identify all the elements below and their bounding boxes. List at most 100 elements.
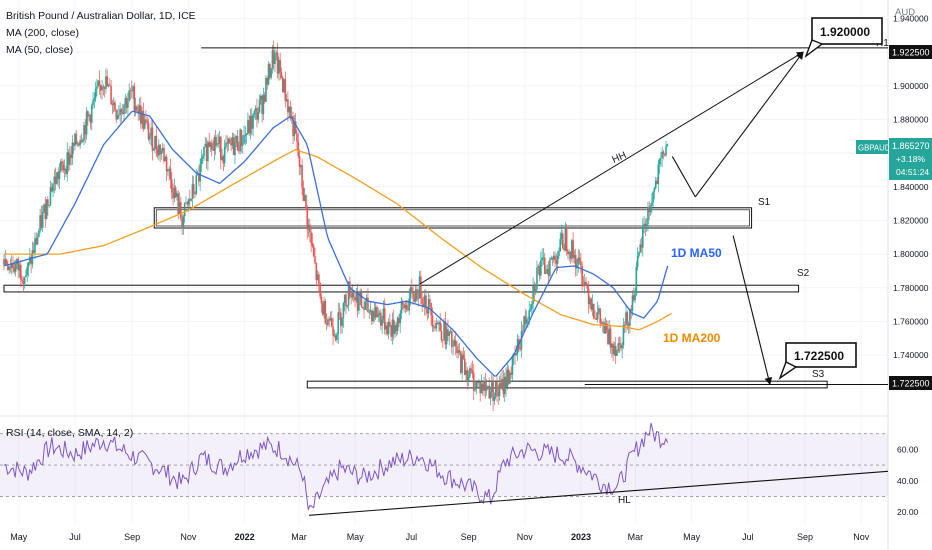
price-tick-label: 1.820000 [893,215,929,225]
candle-body [265,77,267,102]
candle-body [529,308,532,311]
candle-body [158,144,160,156]
candle-body [533,285,536,293]
candle-body [159,144,161,155]
candle-body [629,309,631,326]
candle-body [76,143,79,145]
candle-body [621,345,623,349]
candle-body [194,193,196,195]
candle-body [40,215,43,228]
candle-body [352,293,355,298]
badge-change: +3.18% [896,154,926,164]
price-axis[interactable]: 1.9400001.9200001.9000001.8800001.860000… [893,13,929,517]
candle-body [485,388,488,391]
candle-body [109,84,111,87]
candle-body [115,110,118,120]
candle-body [294,121,297,134]
candle-body [665,146,667,156]
candle-body [478,381,480,383]
candle-body [469,368,471,377]
candle-body [49,187,52,205]
candle-body [300,165,302,168]
candle-body [266,77,269,85]
support-zones [3,207,828,389]
candle-body [84,125,87,135]
legend-ma200[interactable]: MA (200, close) [6,27,79,39]
hh-label: HH [610,150,628,166]
candle-body [124,98,127,105]
candle-body [103,87,106,89]
candle-body [208,141,210,147]
candle-body [267,63,270,85]
candle-body [213,137,216,151]
candle-body [58,170,61,180]
time-tick-label: May [683,532,701,542]
candle-body [405,305,408,310]
target-top-text: 1.920000 [820,25,870,39]
candle-body [361,306,364,309]
candle-body [101,86,103,91]
candle-body [146,120,149,123]
candle-body [250,115,253,129]
ma50-label: 1D MA50 [671,246,722,260]
candle-body [8,266,10,270]
rsi-pane [0,422,888,512]
candle-body [639,244,642,252]
candle-body [666,144,669,147]
candle-body [274,54,276,64]
candle-body [607,330,609,344]
candle-body [343,294,346,303]
candle-body [466,370,469,382]
candle-body [507,369,510,384]
hl-trendline [309,470,889,516]
legend-ma50[interactable]: MA (50, close) [6,44,73,56]
legend-title[interactable]: British Pound / Australian Dollar, 1D, I… [6,10,196,22]
zone-s2 [3,284,800,293]
candle-body [231,137,234,146]
candle-body [502,378,505,395]
candle-body [381,319,383,326]
candle-body [444,321,447,345]
candle-body [56,172,58,184]
candle-body [543,257,546,274]
candle-body [90,105,93,123]
candle-body [420,276,422,299]
candle-body [114,102,116,111]
candle-body [253,110,256,115]
candle-body [563,248,565,251]
candle-body [630,309,632,311]
candle-body [601,322,604,324]
candle-body [534,289,537,293]
candle-body [221,156,223,160]
candle-body [121,112,124,115]
candle-body [165,157,168,172]
candle-body [537,266,540,268]
candle-body [155,135,158,150]
candle-body [41,211,44,228]
candle-body [328,319,331,321]
candle-body [609,328,612,348]
candle-body [93,98,96,101]
moving-averages [3,110,672,377]
candle-body [452,345,454,347]
candle-body [625,312,627,326]
candle-body [583,281,586,287]
candle-body [523,316,525,332]
candle-body [320,296,323,304]
candle-body [524,316,527,324]
candle-body [604,323,607,334]
time-axis[interactable]: May Jul Sep Nov 2022 Mar May Jul Sep Nov 2023 Mar Ma… [10,532,870,542]
legend-rsi[interactable]: RSI (14, close, SMA, 14, 2) [6,427,133,439]
candle-body [110,86,112,105]
candle-body [462,354,465,359]
candle-body [177,193,180,215]
candle-body [427,299,430,314]
candle-body [440,330,443,341]
candle-body [467,376,470,382]
candle-body [525,319,528,324]
hl-label: HL [618,495,631,506]
candle-body [484,380,487,391]
candle-body [445,329,448,345]
candle-body [229,138,231,143]
